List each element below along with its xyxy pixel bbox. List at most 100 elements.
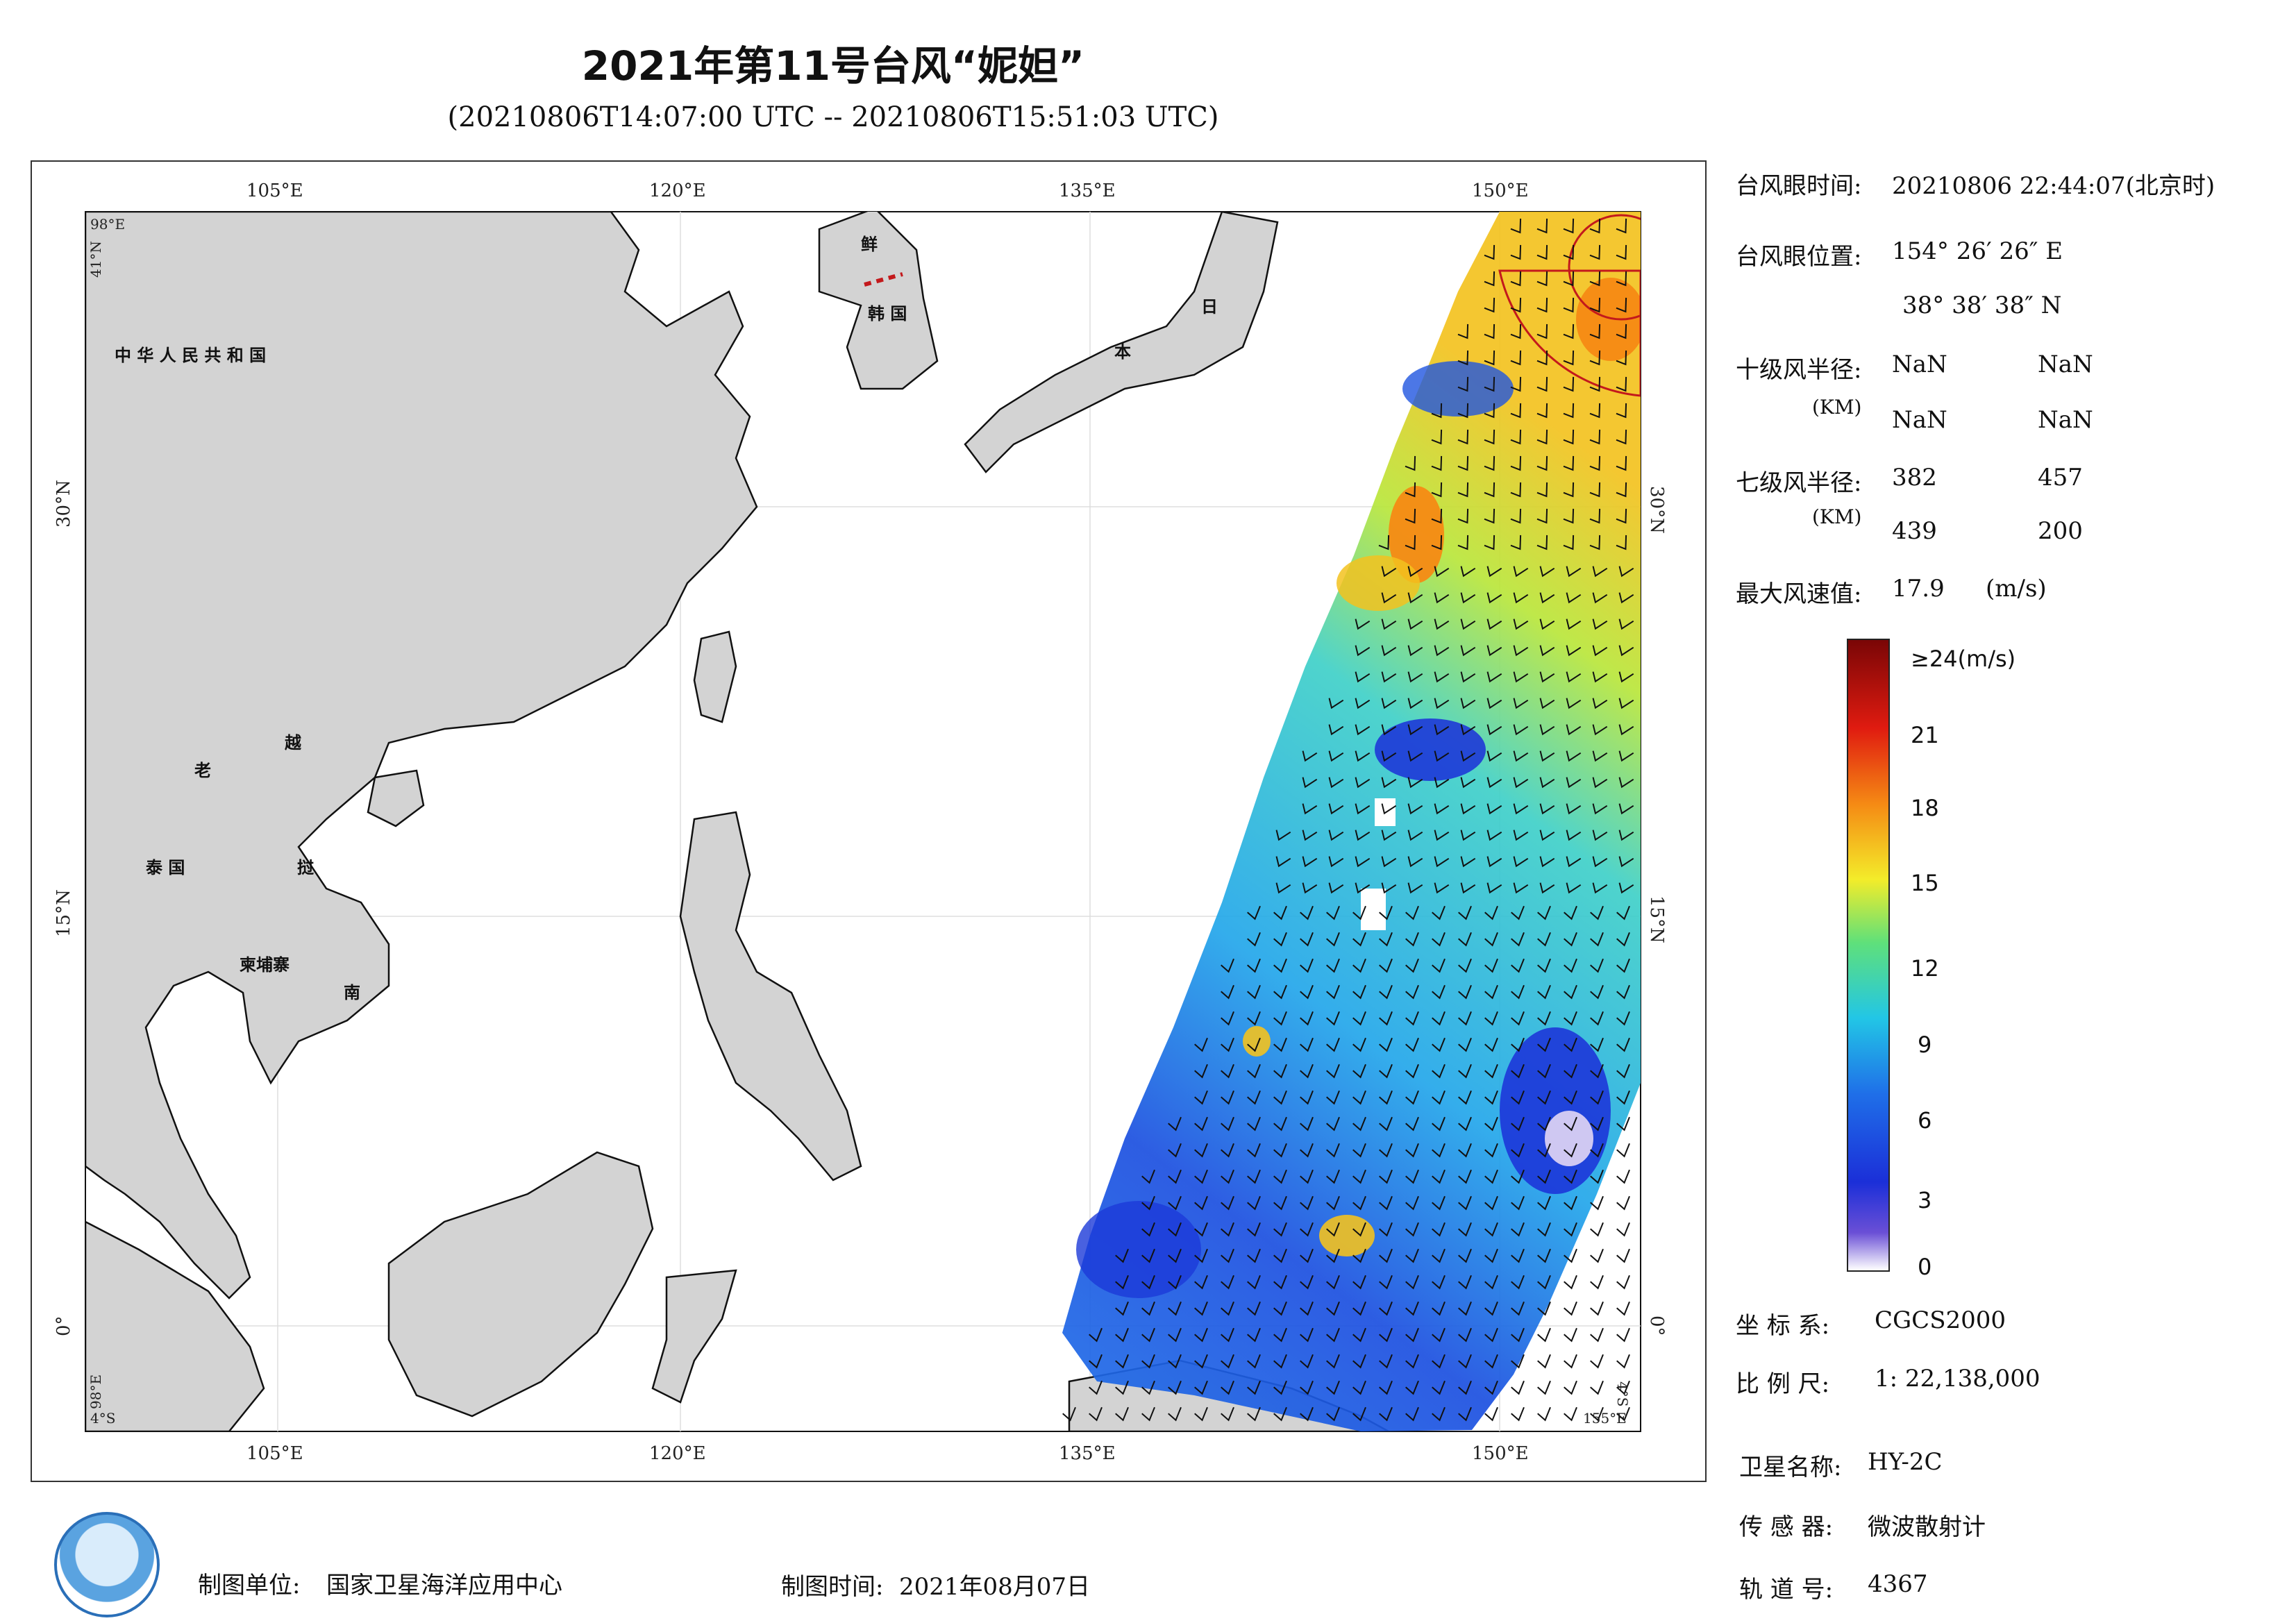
wind-barb [1405, 482, 1416, 498]
wind-barb [1432, 958, 1446, 973]
wind-barb [1326, 1063, 1340, 1079]
wind-barb [1513, 777, 1529, 789]
wind-barb [1460, 619, 1476, 630]
wind-barb [1511, 1195, 1525, 1211]
wind-barb [1566, 856, 1582, 868]
wind-barb [1302, 777, 1318, 789]
wind-barb [1536, 218, 1548, 234]
wind-barb [1536, 508, 1548, 524]
wind-barb [1405, 1063, 1419, 1079]
label-laos: 老 [194, 761, 211, 780]
wind-barb [1460, 803, 1476, 815]
taiwan [693, 630, 737, 723]
wind-barb [1484, 984, 1498, 1000]
wind-barb [1221, 1354, 1234, 1369]
wind-barb [1616, 1275, 1630, 1290]
wind-barb [1618, 750, 1634, 762]
wind-barb [1300, 1011, 1314, 1026]
wind-barb [1247, 1143, 1261, 1158]
wind-barb [1510, 271, 1522, 287]
wind-barb [1566, 830, 1582, 841]
wind-barb [1539, 882, 1555, 894]
wind-barb [1511, 1063, 1525, 1079]
wind-barb [1458, 1354, 1472, 1369]
wind-barb [1618, 882, 1634, 894]
wind-barb [1302, 830, 1318, 841]
wind-barb [1618, 830, 1634, 841]
wind-barb [1431, 455, 1443, 471]
wind-barb [1221, 1301, 1234, 1316]
wind-barb [1513, 645, 1529, 657]
wind-barb [1484, 1037, 1498, 1052]
wind-barb [1460, 566, 1476, 578]
wind-barb [1381, 750, 1397, 762]
wind-barb [1352, 1116, 1366, 1132]
wind-barb [1510, 508, 1522, 524]
wind-barb [1563, 403, 1575, 419]
wind-barb [1618, 724, 1634, 736]
wind-barb [1194, 1169, 1208, 1184]
wind-barb [1564, 1354, 1577, 1369]
corner-tl-lat: 41°N [87, 241, 104, 278]
wind-barb [1589, 508, 1601, 524]
wind-barb [1537, 905, 1551, 920]
wind-barb [1352, 1037, 1366, 1052]
wind-barb [1510, 535, 1522, 550]
wind-barb [1405, 1143, 1419, 1158]
wind-barb [1564, 1011, 1577, 1026]
label-korea-han: 韩 国 [868, 304, 907, 323]
wind-barb [1537, 1327, 1551, 1343]
wind-barb [1379, 1275, 1393, 1290]
wind-barb [1511, 905, 1525, 920]
wind-barb [1511, 1406, 1525, 1422]
wind-barb [1564, 1380, 1577, 1395]
lon-tick-bottom-135: 135°E [1059, 1443, 1116, 1464]
wind-barb [1300, 958, 1314, 973]
wind-barb [1326, 984, 1340, 1000]
wind-barb [1247, 1380, 1261, 1395]
corner-br-lon: 155°E [1583, 1410, 1627, 1427]
wind-barb [1328, 803, 1344, 815]
lon-tick-top-120: 120°E [649, 180, 706, 201]
wind-barb [1275, 830, 1291, 841]
wind-barb [1302, 882, 1318, 894]
wind-barb [1434, 671, 1450, 683]
nsoas-logo [54, 1512, 160, 1617]
wind-barb [1537, 932, 1551, 947]
wind-barb [1484, 1275, 1498, 1290]
r10-label: 十级风半径: [1736, 356, 1862, 384]
wind-barb [1564, 1169, 1577, 1184]
wind-barb [1566, 619, 1582, 630]
wind-barb [1564, 1116, 1577, 1132]
wind-barb [1458, 905, 1472, 920]
wind-barb [1405, 1248, 1419, 1263]
wind-barb [1326, 1143, 1340, 1158]
wind-barb [1484, 455, 1495, 471]
wind-barb [1616, 508, 1627, 524]
wind-barb [1115, 1248, 1129, 1263]
wind-barb [1457, 323, 1469, 339]
wind-barb [1484, 958, 1498, 973]
wind-barb [1590, 1011, 1604, 1026]
wind-barb [1457, 376, 1469, 392]
wind-barb [1405, 984, 1419, 1000]
wind-barb [1486, 566, 1502, 578]
wind-barb [1379, 1037, 1393, 1052]
wind-barb [1616, 350, 1627, 366]
r7-label: 七级风半径: [1736, 469, 1862, 497]
wind-barb [1328, 777, 1344, 789]
wind-barb [1300, 1406, 1314, 1422]
wind-barb [1460, 777, 1476, 789]
wind-barb [1513, 856, 1529, 868]
wind-barb [1513, 803, 1529, 815]
hainan [367, 769, 425, 827]
wind-barb [1407, 698, 1423, 709]
wind-barb [1511, 1354, 1525, 1369]
wind-barb [1381, 724, 1397, 736]
wind-barb [1141, 1354, 1155, 1369]
lat-tick-left-15: 15°N [53, 889, 74, 937]
wind-barb [1590, 1143, 1604, 1158]
wind-barb [1616, 984, 1630, 1000]
wind-barb [1618, 671, 1634, 683]
wind-barb [1434, 724, 1450, 736]
